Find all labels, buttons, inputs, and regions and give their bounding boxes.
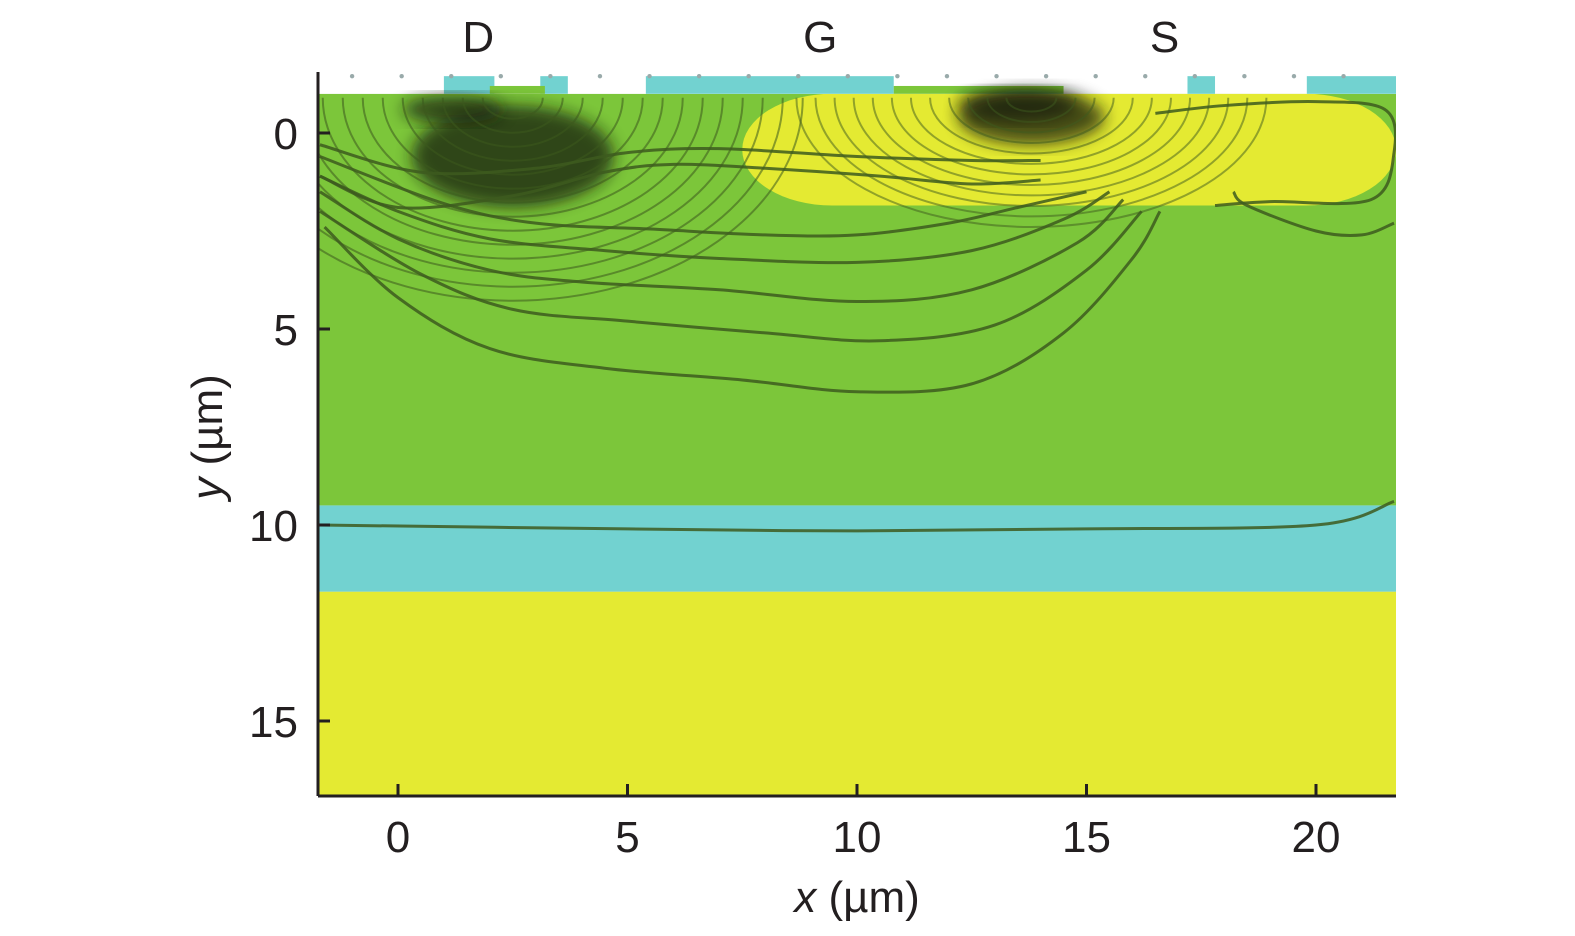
x-axis-label: x (µm) [792,873,920,922]
surface-dot [1192,73,1198,79]
source-contour-line [986,97,1077,123]
potential-contour-line [319,500,1395,533]
source-contour-line [852,97,1211,197]
drain-contour-line [481,97,544,120]
drain-contour-line [318,97,724,246]
terminal-label-s: S [1150,13,1179,62]
surface-dot [1291,73,1297,79]
surface-dot [548,73,553,79]
x-tick-label: 20 [1292,813,1341,862]
drain-contour-line [441,97,584,148]
x-tick-label: 15 [1062,813,1111,862]
surface-dot [597,73,603,79]
surface-contact-block [645,76,894,94]
y-axis-label: y (µm) [183,374,232,503]
surface-dot [696,73,702,79]
surface-dot [349,73,355,79]
potential-contour-line [319,143,1041,176]
region-cyan-layer [318,505,1396,592]
source-contour-line [871,97,1192,186]
source-contour-line [814,97,1249,218]
surface-dot [1341,73,1346,79]
surface-dot [1242,73,1247,79]
x-tick-label: 0 [386,813,410,862]
drain-contour-line [381,97,644,190]
surface-dot [895,73,900,79]
source-contour-line [795,97,1268,228]
surface-contact-block [1187,76,1216,94]
drain-contour-line [318,97,804,302]
drain-contour-line [318,97,764,274]
source-contour-line [909,97,1153,165]
surface-contact-block [1306,76,1396,94]
y-tick-label: 5 [274,306,298,355]
surface-contact-block [443,76,495,94]
y-tick-label: 15 [249,698,298,747]
potential-contour-line [319,210,1143,343]
surface-dot [796,73,801,79]
potential-contour-line [1232,190,1395,238]
terminal-label-d: D [462,13,494,62]
source-contour-line [890,97,1172,176]
x-tick-label: 10 [833,813,882,862]
y-tick-label: 0 [274,110,298,159]
region-yellow-substrate [318,591,1396,796]
surface-dot [994,73,999,79]
surface-dot [1143,73,1148,79]
surface-green-block [489,85,545,94]
drain-contour-line [321,97,704,232]
surface-dot [944,73,950,79]
potential-contour-line [319,162,1041,210]
surface-dot [399,73,404,79]
axes: 0 5 10 15 20 0 5 10 15 [249,72,1396,862]
surface-dot [1043,73,1049,79]
y-tick-label: 10 [249,502,298,551]
source-contour-line [929,97,1134,155]
potential-contour-line [319,190,1125,304]
source-contour-line [967,97,1096,134]
drain-contour-line [318,97,784,288]
junction-dark-spot [957,89,1105,145]
surface-dot [647,73,652,79]
potential-contour-line [319,174,1111,265]
potential-contour-line [1155,100,1396,208]
potential-contour-line [323,210,1162,394]
drain-contour-line [461,97,564,134]
drain-contour-line [401,97,624,176]
source-contour-line [833,97,1230,207]
surface-dot [746,73,751,79]
drain-contour-line [318,97,744,260]
potential-contour-line [319,155,1087,238]
surface-contact-block [540,76,568,94]
surface-dot [1093,73,1098,79]
x-tick-label: 5 [615,813,639,862]
source-contour-line [1005,97,1058,113]
surface-dot [498,73,504,79]
surface-green-block [893,85,1064,94]
terminal-label-g: G [803,13,837,62]
drain-contour-line [421,97,604,162]
drain-contour-line [341,97,684,218]
labels: x (µm) y (µm) D G S [183,13,1179,922]
surface-dot [845,73,851,79]
plot-area [318,72,1396,796]
surface-dot [449,73,454,79]
drain-contour-line [361,97,664,204]
source-contour-line [948,97,1115,144]
